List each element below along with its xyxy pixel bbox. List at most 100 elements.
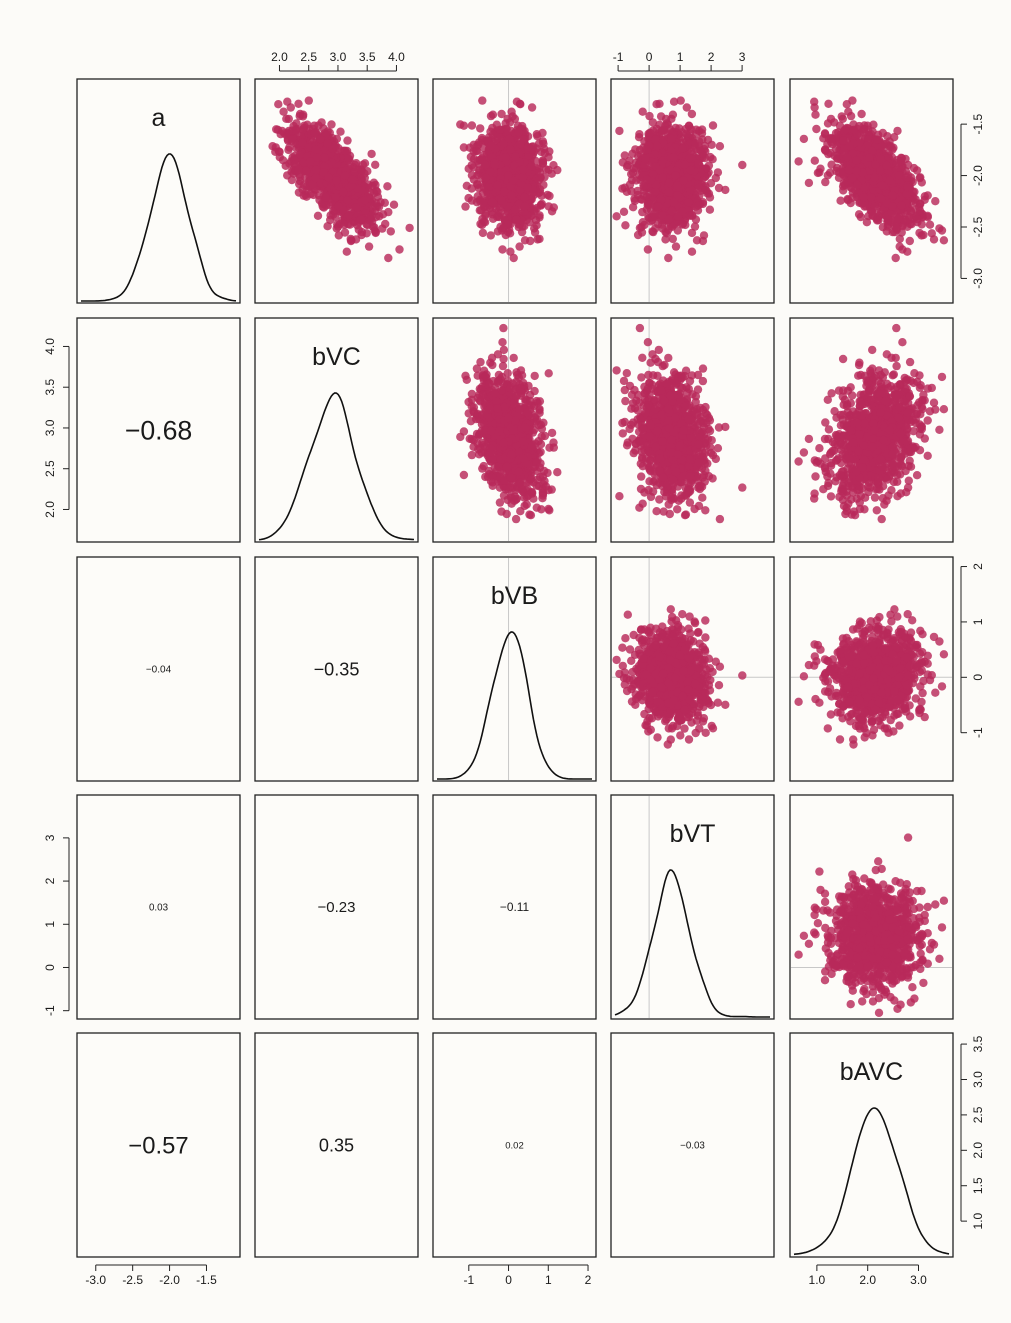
- data-point: [535, 421, 543, 429]
- data-point: [345, 155, 353, 163]
- data-point: [268, 142, 276, 150]
- data-point: [503, 125, 511, 133]
- data-point: [468, 451, 476, 459]
- data-point: [315, 191, 323, 199]
- data-point: [302, 167, 310, 175]
- data-point: [935, 224, 943, 232]
- data-point: [535, 409, 543, 417]
- data-point: [832, 145, 840, 153]
- data-point: [906, 215, 914, 223]
- data-point: [363, 229, 371, 237]
- data-point: [539, 160, 547, 168]
- data-point: [536, 168, 544, 176]
- data-point: [852, 156, 860, 164]
- data-point: [499, 324, 507, 332]
- data-point: [821, 145, 829, 153]
- data-point: [497, 196, 505, 204]
- data-point: [503, 510, 511, 518]
- data-point: [924, 191, 932, 199]
- data-point: [314, 212, 322, 220]
- data-point: [909, 188, 917, 196]
- data-point: [668, 207, 676, 215]
- data-point: [384, 208, 392, 216]
- data-point: [512, 378, 520, 386]
- data-point: [548, 207, 556, 215]
- data-point: [478, 391, 486, 399]
- data-point: [486, 405, 494, 413]
- data-point: [498, 245, 506, 253]
- data-point: [485, 379, 493, 387]
- data-point: [405, 224, 413, 232]
- data-point: [888, 191, 896, 199]
- data-point: [347, 237, 355, 245]
- data-point: [699, 237, 707, 245]
- data-point: [634, 231, 642, 239]
- data-point: [621, 151, 629, 159]
- data-point: [478, 464, 486, 472]
- data-point: [653, 142, 661, 150]
- data-point: [312, 174, 320, 182]
- data-point: [505, 135, 513, 143]
- data-point: [877, 194, 885, 202]
- data-point: [886, 176, 894, 184]
- data-point: [882, 162, 890, 170]
- data-point: [897, 201, 905, 209]
- data-point: [853, 181, 861, 189]
- data-point: [493, 181, 501, 189]
- data-point: [843, 153, 851, 161]
- data-point: [926, 221, 934, 229]
- data-point: [498, 338, 506, 346]
- data-point: [489, 111, 497, 119]
- data-point: [524, 492, 532, 500]
- data-point: [541, 432, 549, 440]
- data-point: [691, 139, 699, 147]
- data-point: [343, 248, 351, 256]
- data-point: [488, 198, 496, 206]
- data-point: [520, 502, 528, 510]
- data-point: [827, 161, 835, 169]
- data-point: [515, 405, 523, 413]
- data-point: [635, 130, 643, 138]
- data-point: [895, 171, 903, 179]
- data-point: [511, 206, 519, 214]
- data-point: [531, 372, 539, 380]
- data-point: [525, 510, 533, 518]
- data-point: [470, 175, 478, 183]
- data-point: [548, 429, 556, 437]
- data-point: [636, 224, 644, 232]
- data-point: [334, 202, 342, 210]
- data-point: [662, 115, 670, 123]
- data-point: [867, 193, 875, 201]
- data-point: [460, 471, 468, 479]
- data-point: [283, 98, 291, 106]
- data-point: [541, 149, 549, 157]
- data-point: [684, 198, 692, 206]
- data-point: [545, 369, 553, 377]
- data-point: [694, 201, 702, 209]
- data-point: [533, 475, 541, 483]
- data-point: [810, 98, 818, 106]
- data-point: [715, 184, 723, 192]
- data-point: [311, 128, 319, 136]
- data-point: [827, 115, 835, 123]
- data-point: [873, 135, 881, 143]
- data-point: [527, 162, 535, 170]
- data-point: [526, 397, 534, 405]
- data-point: [526, 237, 534, 245]
- data-point: [341, 147, 349, 155]
- panel-bVC-a: −0.68: [77, 318, 240, 542]
- data-point: [620, 208, 628, 216]
- data-point: [884, 220, 892, 228]
- data-point: [706, 206, 714, 214]
- panel-a-a: a: [77, 79, 240, 303]
- data-point: [488, 208, 496, 216]
- data-point: [332, 193, 340, 201]
- data-point: [836, 197, 844, 205]
- data-point: [681, 161, 689, 169]
- data-point: [365, 242, 373, 250]
- panel-a-bVC: [255, 79, 418, 303]
- data-point: [487, 231, 495, 239]
- data-point: [811, 111, 819, 119]
- data-point: [339, 188, 347, 196]
- data-point: [294, 100, 302, 108]
